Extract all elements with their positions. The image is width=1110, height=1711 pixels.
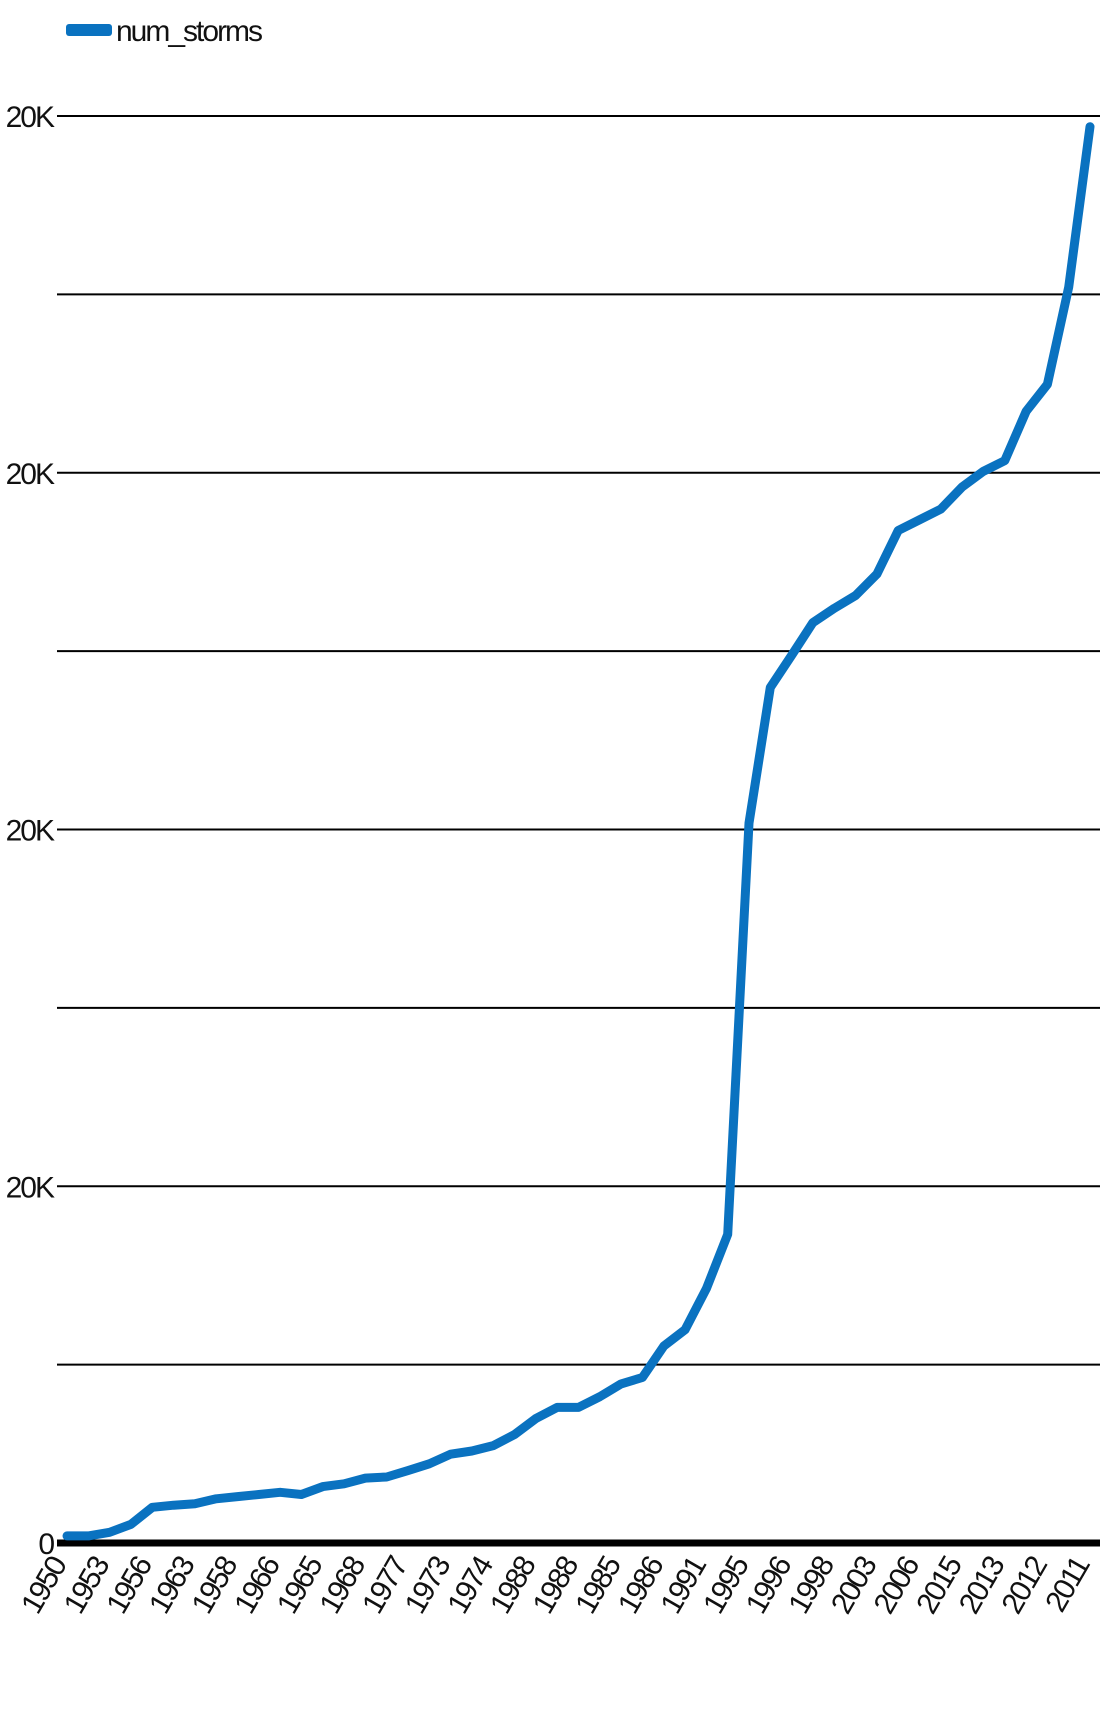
x-tick-label: 1998 [782,1551,841,1620]
y-tick-label: 20K [6,458,55,491]
x-tick-label: 1950 [15,1551,74,1620]
x-tick-label: 1974 [441,1551,500,1620]
legend-label: num_storms [116,15,262,48]
x-tick-label: 1985 [569,1551,628,1620]
x-tick-label: 1956 [100,1551,159,1620]
y-tick-label: 20K [6,101,55,134]
x-tick-label: 2012 [995,1551,1054,1620]
x-tick-label: 1966 [228,1551,287,1620]
x-tick-label: 2011 [1039,1551,1096,1618]
x-tick-label: 1968 [313,1551,372,1620]
x-tick-label: 1963 [143,1551,202,1620]
line [62,122,1095,1541]
x-tick-label: 1995 [697,1551,756,1620]
x-tick-label: 1991 [654,1551,713,1620]
y-tick-label: 20K [6,815,55,848]
x-tick-label: 2015 [910,1551,969,1620]
x-tick-label: 1965 [271,1551,330,1620]
x-tick-label: 1958 [186,1551,245,1620]
legend-swatch [66,24,112,36]
x-tick-label: 2013 [953,1551,1012,1620]
y-tick-label: 0 [38,1528,54,1561]
x-tick-label: 2006 [868,1551,927,1620]
x-tick-label: 1977 [356,1551,415,1620]
x-tick-label: 1953 [58,1551,117,1620]
x-tick-label: 2003 [825,1551,884,1620]
y-tick-label: 20K [6,1171,55,1204]
x-tick-label: 1988 [527,1551,586,1620]
x-tick-label: 1996 [740,1551,799,1620]
x-tick-label: 1988 [484,1551,543,1620]
x-tick-label: 1973 [399,1551,458,1620]
x-tick-label: 1986 [612,1551,671,1620]
